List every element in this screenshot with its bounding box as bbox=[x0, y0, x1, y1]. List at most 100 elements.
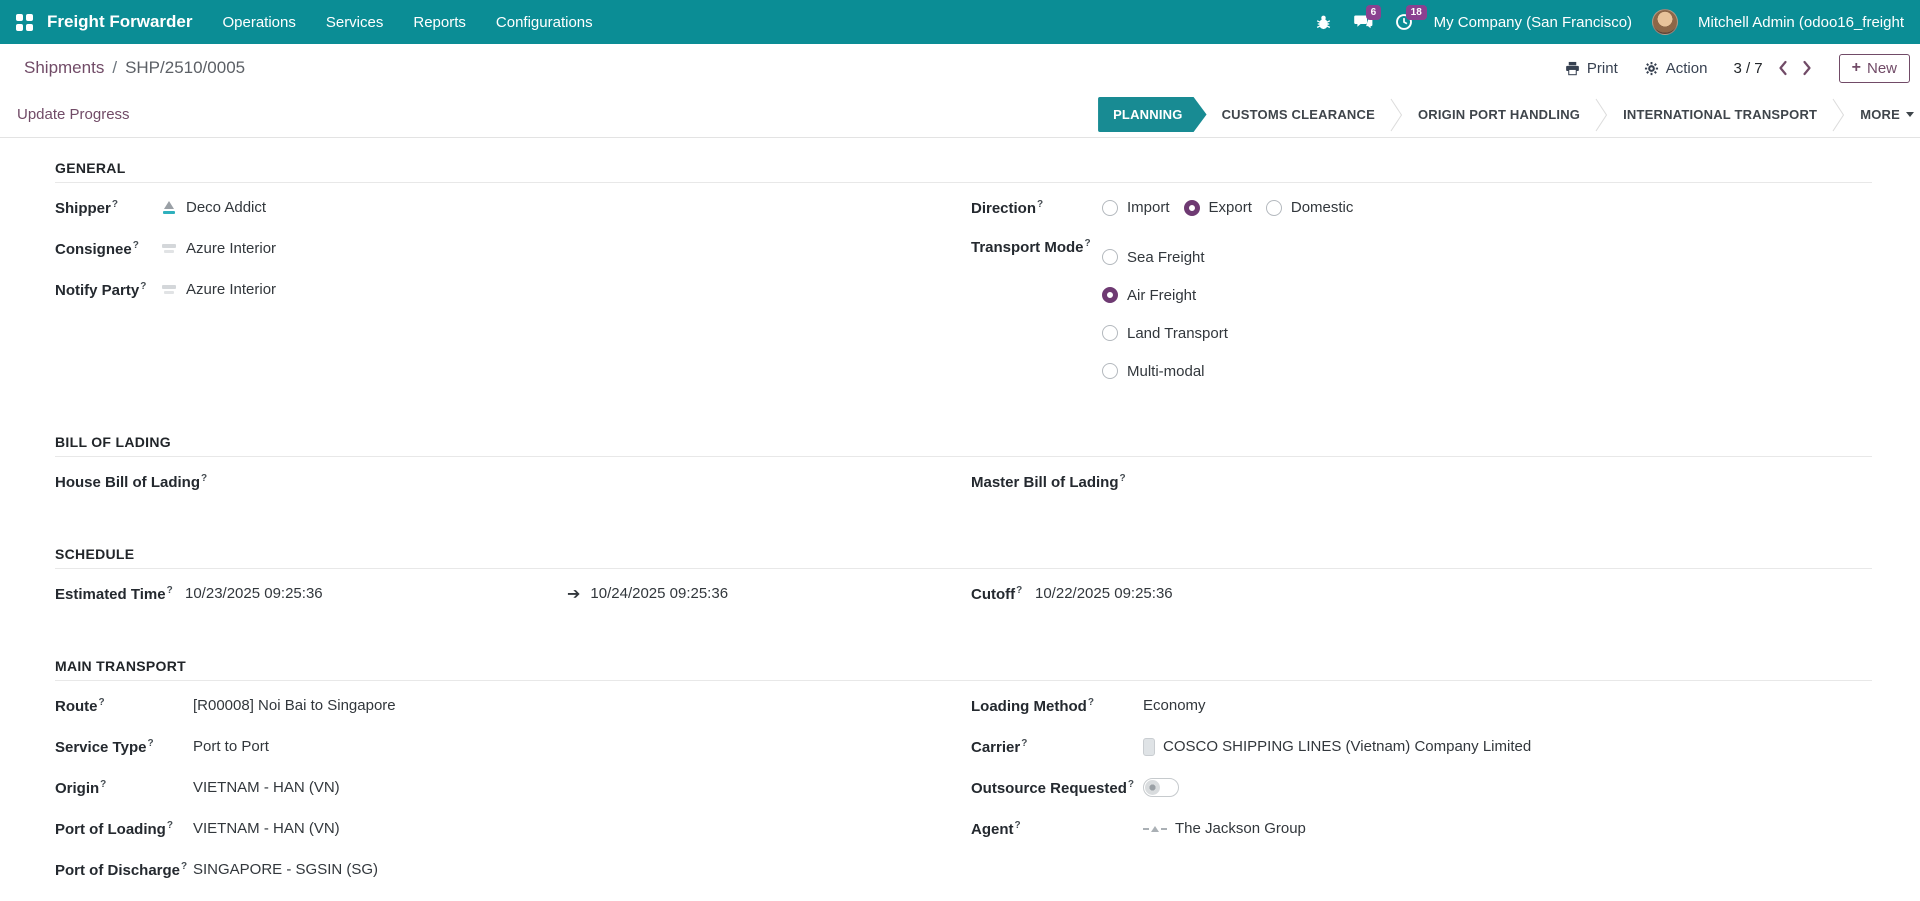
field-origin: Origin? VIETNAM - HAN (VN) bbox=[55, 767, 971, 808]
plus-icon: + bbox=[1851, 59, 1861, 76]
house-bol-label: House Bill of Lading bbox=[55, 473, 200, 491]
origin-value[interactable]: VIETNAM - HAN (VN) bbox=[193, 779, 340, 796]
loading-method-value[interactable]: Economy bbox=[1143, 697, 1206, 714]
field-house-bill-of-lading: House Bill of Lading? bbox=[55, 461, 971, 502]
breadcrumb-shipments[interactable]: Shipments bbox=[24, 58, 105, 77]
consignee-value[interactable]: Azure Interior bbox=[160, 240, 276, 258]
new-button[interactable]: + New bbox=[1838, 53, 1910, 83]
radio-icon bbox=[1102, 199, 1118, 216]
step-customs-clearance[interactable]: CUSTOMS CLEARANCE bbox=[1221, 107, 1375, 122]
company-switcher[interactable]: My Company (San Francisco) bbox=[1433, 13, 1633, 31]
outsource-requested-toggle[interactable] bbox=[1143, 778, 1179, 797]
pager-next-icon[interactable] bbox=[1802, 60, 1813, 76]
pager: 3 / 7 bbox=[1733, 60, 1812, 77]
estimated-time-start[interactable]: 10/23/2025 09:25:36 bbox=[185, 585, 323, 602]
menu-services[interactable]: Services bbox=[325, 13, 384, 31]
form-sheet: GENERAL Shipper? Deco Addict Consignee? … bbox=[0, 138, 1920, 901]
messages-icon[interactable]: 6 bbox=[1354, 5, 1382, 32]
azure-interior-logo-icon bbox=[160, 240, 178, 258]
help-marker: ? bbox=[1021, 737, 1028, 749]
breadcrumb-current: SHP/2510/0005 bbox=[125, 58, 246, 77]
printer-icon bbox=[1566, 61, 1579, 75]
field-outsource-requested: Outsource Requested? bbox=[971, 767, 1872, 808]
help-marker: ? bbox=[201, 472, 208, 484]
radio-export[interactable]: Export bbox=[1183, 199, 1252, 216]
step-origin-port-handling[interactable]: ORIGIN PORT HANDLING bbox=[1417, 107, 1581, 122]
field-master-bill-of-lading: Master Bill of Lading? bbox=[971, 461, 1872, 502]
activities-badge: 18 bbox=[1405, 5, 1427, 20]
agent-label: Agent bbox=[971, 820, 1014, 838]
field-notify-party: Notify Party? Azure Interior bbox=[55, 269, 971, 310]
section-title-general: GENERAL bbox=[55, 160, 1872, 183]
carrier-logo-icon bbox=[1143, 737, 1155, 756]
step-separator-icon bbox=[1832, 98, 1845, 132]
agent-value[interactable]: The Jackson Group bbox=[1143, 820, 1306, 837]
help-marker: ? bbox=[1119, 472, 1126, 484]
section-general: GENERAL Shipper? Deco Addict Consignee? … bbox=[55, 160, 1872, 390]
radio-land-transport[interactable]: Land Transport bbox=[1102, 314, 1228, 352]
debug-bug-icon[interactable] bbox=[1314, 12, 1334, 32]
field-route: Route? [R00008] Noi Bai to Singapore bbox=[55, 685, 971, 726]
control-panel-actions: Print Action 3 / 7 + New bbox=[1565, 53, 1910, 83]
estimated-time-end[interactable]: 10/24/2025 09:25:36 bbox=[590, 585, 729, 602]
radio-import[interactable]: Import bbox=[1102, 199, 1170, 216]
service-type-value[interactable]: Port to Port bbox=[193, 738, 269, 755]
help-marker: ? bbox=[1127, 778, 1134, 790]
step-international-transport[interactable]: INTERNATIONAL TRANSPORT bbox=[1623, 107, 1818, 122]
master-bol-label: Master Bill of Lading bbox=[971, 473, 1119, 491]
field-port-of-discharge: Port of Discharge? SINGAPORE - SGSIN (SG… bbox=[55, 849, 971, 890]
carrier-value[interactable]: COSCO SHIPPING LINES (Vietnam) Company L… bbox=[1143, 737, 1531, 756]
direction-label: Direction bbox=[971, 199, 1037, 217]
new-label: New bbox=[1866, 59, 1897, 77]
radio-domestic[interactable]: Domestic bbox=[1265, 199, 1353, 216]
cutoff-label: Cutoff bbox=[971, 585, 1016, 603]
service-type-label: Service Type bbox=[55, 738, 147, 756]
top-navbar: Freight Forwarder Operations Services Re… bbox=[0, 0, 1920, 44]
print-button[interactable]: Print bbox=[1565, 60, 1618, 77]
step-more-dropdown[interactable]: MORE bbox=[1860, 107, 1914, 122]
pager-counter: 3 / 7 bbox=[1733, 59, 1763, 77]
port-of-discharge-value[interactable]: SINGAPORE - SGSIN (SG) bbox=[193, 861, 379, 878]
pager-previous-icon[interactable] bbox=[1777, 60, 1788, 76]
field-agent: Agent? The Jackson Group bbox=[971, 808, 1872, 849]
radio-icon bbox=[1102, 325, 1118, 341]
user-menu[interactable]: Mitchell Admin (odoo16_freight bbox=[1698, 13, 1904, 31]
app-name[interactable]: Freight Forwarder bbox=[47, 12, 193, 31]
user-avatar[interactable] bbox=[1652, 9, 1679, 35]
print-label: Print bbox=[1586, 59, 1618, 77]
notify-party-value[interactable]: Azure Interior bbox=[160, 281, 276, 299]
route-value[interactable]: [R00008] Noi Bai to Singapore bbox=[193, 697, 396, 714]
main-transport-right-column: Loading Method? Economy Carrier? COSCO S… bbox=[971, 685, 1872, 901]
step-separator-icon bbox=[1390, 98, 1403, 132]
port-of-loading-value[interactable]: VIETNAM - HAN (VN) bbox=[193, 820, 340, 837]
section-bill-of-lading: BILL OF LADING House Bill of Lading? Mas… bbox=[55, 434, 1872, 502]
menu-configurations[interactable]: Configurations bbox=[495, 13, 593, 31]
field-port-of-loading: Port of Loading? VIETNAM - HAN (VN) bbox=[55, 808, 971, 849]
help-marker: ? bbox=[166, 819, 173, 831]
help-marker: ? bbox=[111, 198, 118, 210]
loading-method-label: Loading Method bbox=[971, 697, 1087, 715]
update-progress-button[interactable]: Update Progress bbox=[17, 106, 130, 123]
agent-logo-icon bbox=[1143, 823, 1167, 835]
field-shipper: Shipper? Deco Addict bbox=[55, 187, 971, 228]
main-menu: Operations Services Reports Configuratio… bbox=[222, 14, 592, 31]
shipper-value[interactable]: Deco Addict bbox=[160, 199, 266, 217]
section-title-bill-of-lading: BILL OF LADING bbox=[55, 434, 1872, 457]
activities-clock-icon[interactable]: 18 bbox=[1394, 5, 1427, 32]
consignee-label: Consignee bbox=[55, 240, 132, 258]
azure-interior-logo-icon bbox=[160, 281, 178, 299]
carrier-label: Carrier bbox=[971, 738, 1021, 756]
section-schedule: SCHEDULE Estimated Time? 10/23/2025 09:2… bbox=[55, 546, 1872, 614]
chevron-down-icon bbox=[1906, 112, 1914, 117]
menu-reports[interactable]: Reports bbox=[413, 13, 466, 31]
menu-operations[interactable]: Operations bbox=[222, 13, 296, 31]
help-marker: ? bbox=[1087, 696, 1094, 708]
radio-air-freight[interactable]: Air Freight bbox=[1102, 276, 1228, 314]
radio-sea-freight[interactable]: Sea Freight bbox=[1102, 238, 1228, 276]
radio-multi-modal[interactable]: Multi-modal bbox=[1102, 352, 1228, 390]
step-planning[interactable]: PLANNING bbox=[1098, 97, 1207, 132]
cutoff-value[interactable]: 10/22/2025 09:25:36 bbox=[1035, 585, 1173, 602]
help-marker: ? bbox=[1037, 198, 1044, 210]
action-button[interactable]: Action bbox=[1644, 60, 1707, 77]
apps-menu-icon[interactable] bbox=[16, 13, 33, 31]
